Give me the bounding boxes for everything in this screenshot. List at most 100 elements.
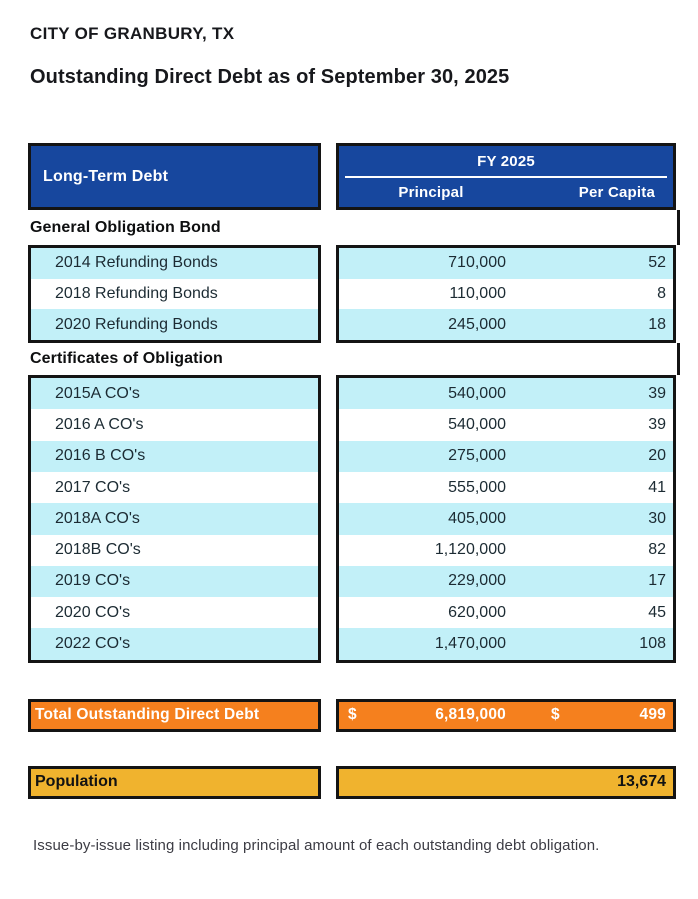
table-row: 2019 CO's [31,565,318,598]
principal-value: 555,000 [448,478,506,496]
per-capita-value: 41 [648,478,666,496]
header-long-term-debt-label: Long-Term Debt [43,167,169,185]
fiscal-year-label: FY 2025 [477,152,535,170]
per-capita-value: 17 [648,572,666,590]
population-row: Population 13,674 [28,765,676,799]
table-row-values: 405,000 30 [339,503,673,535]
table-row: 2022 CO's [31,628,318,660]
column-gutter [321,766,336,799]
total-values-box: $ 6,819,000 $ 499 [336,698,676,732]
column-gutter [321,375,336,663]
table-row-values: 710,000 52 [339,248,673,279]
section-label-general-obligation: General Obligation Bond [28,210,680,245]
total-label: Total Outstanding Direct Debt [35,706,260,724]
row-label: 2018 Refunding Bonds [55,285,218,303]
table-row-values: 620,000 45 [339,597,673,628]
row-label: 2019 CO's [55,572,131,590]
total-label-box: Total Outstanding Direct Debt [28,698,321,732]
header-subcolumns: Principal Per Capita [339,178,673,207]
per-capita-value: 82 [648,541,666,559]
row-label: 2020 CO's [55,603,131,621]
debt-table: Long-Term Debt FY 2025 Principal Per Cap… [28,143,680,799]
row-label: 2020 Refunding Bonds [55,315,218,333]
principal-value: 245,000 [448,315,506,333]
total-per-capita-cell: $ 499 [506,706,673,724]
population-value: 13,674 [617,773,666,791]
per-capita-value: 30 [648,509,666,527]
table-row-values: 540,000 39 [339,409,673,440]
principal-value: 275,000 [448,447,506,465]
table-row-values: 1,470,000 108 [339,628,673,660]
principal-value: 710,000 [448,254,506,272]
certificates-of-obligation-rows: 2015A CO's 2016 A CO's 2016 B CO's 2017 … [28,375,676,663]
table-row-values: 245,000 18 [339,309,673,341]
currency-symbol: $ [551,706,560,724]
principal-value: 229,000 [448,572,506,590]
table-row-values: 540,000 39 [339,378,673,410]
per-capita-value: 18 [648,315,666,333]
header-long-term-debt: Long-Term Debt [28,143,321,210]
row-label: 2015A CO's [55,384,140,402]
column-gutter [321,699,336,732]
currency-symbol: $ [348,706,357,724]
table-row: 2017 CO's [31,472,318,503]
footnote: Issue-by-issue listing including princip… [33,837,600,854]
per-capita-value: 39 [648,416,666,433]
table-row: 2016 B CO's [31,440,318,472]
per-capita-value: 8 [657,285,666,303]
population-label: Population [35,773,118,791]
general-obligation-rows: 2014 Refunding Bonds 2018 Refunding Bond… [28,245,676,344]
header-divider [345,176,667,178]
per-capita-value: 20 [648,447,666,465]
column-header-principal: Principal [398,184,464,201]
table-row-values: 555,000 41 [339,472,673,503]
table-row-values: 229,000 17 [339,565,673,598]
principal-value: 1,470,000 [434,635,506,653]
row-label: 2017 CO's [55,478,131,496]
principal-value: 1,120,000 [434,541,506,559]
per-capita-value: 108 [639,635,666,653]
column-header-per-capita: Per Capita [578,184,655,201]
table-row: 2015A CO's [31,378,318,410]
table-row: 2020 Refunding Bonds [31,309,318,341]
table-row: 2016 A CO's [31,409,318,440]
row-values-box: 710,000 52 110,000 8 245,000 18 [336,245,676,344]
per-capita-value: 39 [648,384,666,402]
table-row: 2020 CO's [31,597,318,628]
table-row: 2018 Refunding Bonds [31,279,318,310]
column-gutter [321,143,336,210]
row-label: 2018B CO's [55,541,141,559]
section-label-text: General Obligation Bond [30,218,221,236]
row-names-box: 2014 Refunding Bonds 2018 Refunding Bond… [28,245,321,344]
table-row: 2018B CO's [31,535,318,566]
table-row-values: 110,000 8 [339,279,673,310]
page-subtitle: Outstanding Direct Debt as of September … [30,66,510,88]
per-capita-value: 45 [648,603,666,621]
section-label-certificates-of-obligation: Certificates of Obligation [28,343,680,376]
row-label: 2018A CO's [55,509,140,527]
population-label-box: Population [28,765,321,799]
principal-value: 540,000 [448,384,506,402]
row-label: 2014 Refunding Bonds [55,254,218,272]
row-label: 2016 B CO's [55,447,146,465]
header-fy-block: FY 2025 Principal Per Capita [336,143,676,210]
row-values-box: 540,000 39 540,000 39 275,000 20 555,000 41 … [336,375,676,663]
table-header-row: Long-Term Debt FY 2025 Principal Per Cap… [28,143,676,210]
principal-value: 540,000 [448,416,506,433]
total-principal-cell: $ 6,819,000 [339,706,506,724]
table-row-values: 1,120,000 82 [339,535,673,566]
column-gutter [321,245,336,343]
principal-value: 620,000 [448,603,506,621]
table-row: 2018A CO's [31,503,318,535]
section-label-text: Certificates of Obligation [30,350,223,368]
principal-value: 110,000 [449,285,506,303]
page-title: CITY OF GRANBURY, TX [30,24,235,43]
principal-value: 405,000 [448,509,506,527]
total-per-capita-value: 499 [639,706,666,724]
row-label: 2016 A CO's [55,416,144,433]
total-outstanding-direct-debt-row: Total Outstanding Direct Debt $ 6,819,00… [28,698,676,732]
row-names-box: 2015A CO's 2016 A CO's 2016 B CO's 2017 … [28,375,321,663]
total-principal-value: 6,819,000 [435,706,506,724]
row-label: 2022 CO's [55,635,131,653]
per-capita-value: 52 [648,254,666,272]
